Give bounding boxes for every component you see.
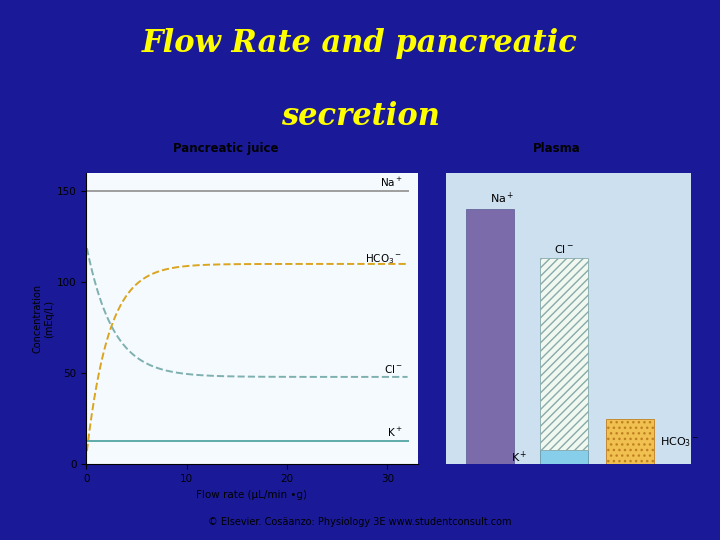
Bar	[466, 209, 514, 464]
Text: Pancreatic juice: Pancreatic juice	[173, 143, 278, 156]
Text: HCO$_3$$^-$: HCO$_3$$^-$	[366, 252, 402, 266]
Bar	[541, 259, 588, 450]
Text: HCO$_3$$^-$: HCO$_3$$^-$	[660, 435, 699, 449]
Text: K$^+$: K$^+$	[387, 426, 402, 439]
Text: K$^+$: K$^+$	[511, 449, 528, 465]
Text: Na$^+$: Na$^+$	[490, 190, 515, 206]
Text: Plasma: Plasma	[533, 143, 580, 156]
Bar	[541, 450, 588, 464]
Text: Cl$^-$: Cl$^-$	[554, 243, 575, 255]
Y-axis label: Concentration
(mEq/L): Concentration (mEq/L)	[32, 284, 54, 353]
Text: Na$^+$: Na$^+$	[379, 176, 402, 189]
X-axis label: Flow rate (μL/min •g): Flow rate (μL/min •g)	[197, 490, 307, 500]
Text: © Elsevier. Cosäanzo: Physiology 3E www.studentconsult.com: © Elsevier. Cosäanzo: Physiology 3E www.…	[208, 517, 512, 528]
Text: secretion: secretion	[281, 101, 439, 132]
Text: Cl$^-$: Cl$^-$	[384, 363, 402, 375]
Bar	[606, 419, 654, 464]
Text: Flow Rate and pancreatic: Flow Rate and pancreatic	[142, 28, 578, 59]
